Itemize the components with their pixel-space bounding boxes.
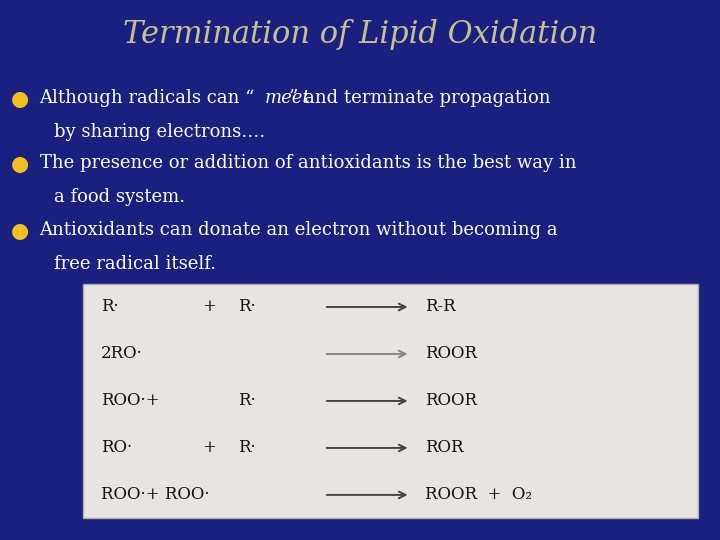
Text: meet: meet — [265, 89, 310, 107]
Text: ●: ● — [11, 154, 29, 174]
Text: ROO·+: ROO·+ — [101, 393, 159, 409]
Text: free radical itself.: free radical itself. — [54, 255, 216, 273]
Text: +: + — [202, 440, 216, 456]
Text: R·: R· — [101, 299, 119, 315]
Text: RO·: RO· — [101, 440, 132, 456]
Text: Although radicals can “: Although radicals can “ — [40, 89, 255, 107]
Text: Termination of Lipid Oxidation: Termination of Lipid Oxidation — [123, 19, 597, 50]
Text: R·: R· — [238, 393, 256, 409]
Text: R·: R· — [238, 440, 256, 456]
FancyBboxPatch shape — [83, 284, 698, 518]
Text: ●: ● — [11, 221, 29, 241]
Text: ROOR  +  O₂: ROOR + O₂ — [425, 487, 532, 503]
Text: by sharing electrons….: by sharing electrons…. — [54, 123, 265, 141]
Text: ” and terminate propagation: ” and terminate propagation — [289, 89, 550, 107]
Text: ROR: ROR — [425, 440, 463, 456]
Text: Antioxidants can donate an electron without becoming a: Antioxidants can donate an electron with… — [40, 221, 558, 239]
Text: The presence or addition of antioxidants is the best way in: The presence or addition of antioxidants… — [40, 154, 576, 172]
Text: R·: R· — [238, 299, 256, 315]
Text: a food system.: a food system. — [54, 188, 185, 206]
Text: ●: ● — [11, 89, 29, 109]
Text: R-R: R-R — [425, 299, 456, 315]
Text: +: + — [202, 299, 216, 315]
Text: ROOR: ROOR — [425, 346, 477, 362]
Text: ROOR: ROOR — [425, 393, 477, 409]
Text: ROO·+ ROO·: ROO·+ ROO· — [101, 487, 210, 503]
Text: 2RO·: 2RO· — [101, 346, 143, 362]
